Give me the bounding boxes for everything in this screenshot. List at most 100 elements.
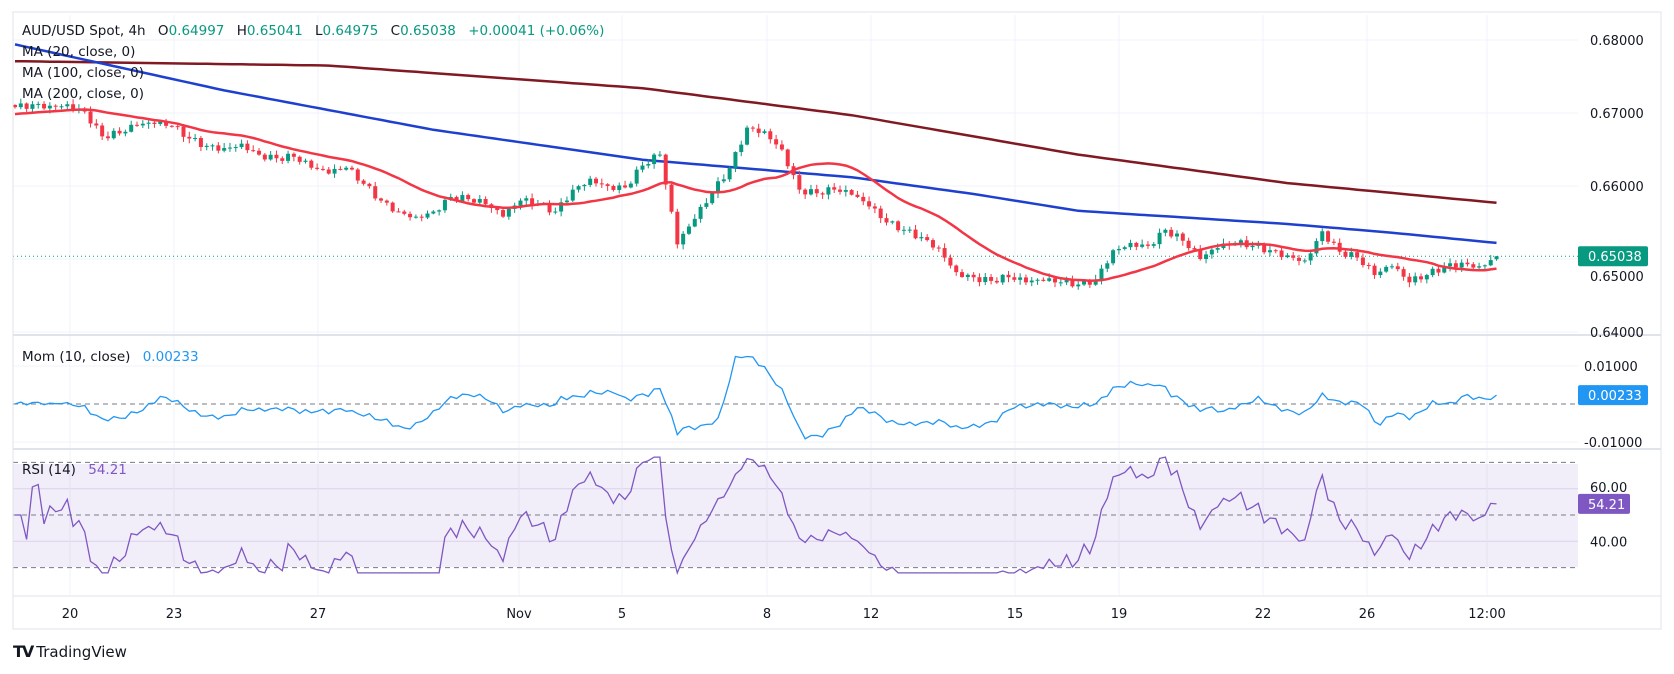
candle-body [425,213,430,218]
candle-body [849,190,854,195]
mom-tick-label: -0.01000 [1584,436,1642,451]
candle-body [135,124,140,126]
candle-body [280,158,285,161]
candle-body [710,193,715,204]
candle-body [698,206,703,219]
candle-body [518,200,523,206]
candle-body [919,237,924,239]
candle-body [814,189,819,194]
candle-body [419,216,424,218]
candle-body [1488,260,1493,266]
candle-body [59,106,64,108]
mom-legend[interactable]: Mom (10, close) 0.00233 [22,348,199,366]
candle-body [878,208,883,219]
time-tick-label: 5 [618,607,626,622]
candle-body [1180,233,1185,241]
candle-body [1215,248,1220,250]
candle-body [930,240,935,248]
tradingview-logo[interactable]: TV TradingView [13,642,127,661]
candle-body [936,247,941,249]
candle-body [1192,248,1197,250]
candle-body [466,195,471,200]
time-tick-label: 22 [1255,607,1272,622]
candle-body [1006,274,1011,278]
candle-body [890,221,895,223]
rsi-legend[interactable]: RSI (14) 54.21 [22,461,127,479]
candle-body [1238,240,1243,243]
candle-body [646,164,651,166]
time-tick-label: 26 [1359,607,1376,622]
candle-body [1064,279,1069,283]
close-value: 0.65038 [400,23,456,39]
ma20-legend[interactable]: MA (20, close, 0) [22,44,136,60]
candle-body [198,138,203,147]
candle-body [129,124,134,132]
candle-body [994,280,999,283]
candle-body [1384,266,1389,272]
ma200-line [14,59,1497,205]
price-tick-label: 0.65000 [1590,270,1644,285]
candle-body [925,237,930,241]
candle-body [733,152,738,168]
candle-body [1052,278,1057,283]
price-tick-label: 0.66000 [1590,180,1644,195]
candle-body [408,213,413,218]
candle-body [402,211,407,214]
time-tick-label: 8 [763,607,771,622]
candle-body [657,154,662,156]
candle-body [286,153,291,161]
candle-body [111,130,116,139]
candle-body [907,229,912,231]
candle-body [1041,279,1046,281]
candle-body [326,169,331,174]
candle-body [320,168,325,170]
candle-body [88,111,93,124]
symbol-title[interactable]: AUD/USD Spot, 4h [22,23,146,39]
candle-body [297,156,302,162]
candle-body [361,180,366,184]
candle-body [1477,266,1482,268]
candle-body [884,218,889,223]
candle-body [768,131,773,140]
candle-body [983,277,988,283]
candle-body [808,189,813,195]
rsi-line [15,456,1497,575]
candle-body [210,145,215,147]
candle-body [1372,265,1377,276]
candle-body [745,127,750,145]
candle-body [942,248,947,258]
candle-body [1360,257,1365,266]
candle-body [216,145,221,151]
candle-body [367,183,372,187]
candle-body [379,198,384,201]
candle-body [227,147,232,149]
candle-body [1494,256,1499,260]
candle-body [309,160,314,168]
candle-body [1157,232,1162,245]
candle-body [1023,277,1028,283]
candle-body [628,183,633,188]
ma100-legend[interactable]: MA (100, close, 0) [22,65,145,81]
candle-body [1151,244,1156,246]
candle-body [501,210,506,217]
candle-body [779,144,784,150]
guide-lines [13,255,1578,569]
candle-body [1453,263,1458,268]
candle-body [1128,242,1133,248]
candle-body [896,221,901,231]
candle-body [1326,231,1331,242]
rsi-value-badge [1578,493,1630,514]
candle-body [1047,278,1052,281]
candle-body [1000,274,1005,283]
candle-body [739,144,744,153]
rsi-value: 54.21 [88,462,127,478]
ma200-legend[interactable]: MA (200, close, 0) [22,86,145,102]
candle-body [1337,242,1342,252]
ma100-path [14,43,1497,245]
candle-body [570,189,575,201]
candle-body [582,184,587,187]
candle-body [913,229,918,239]
ma20-path [14,108,1497,282]
candle-body [960,272,965,278]
